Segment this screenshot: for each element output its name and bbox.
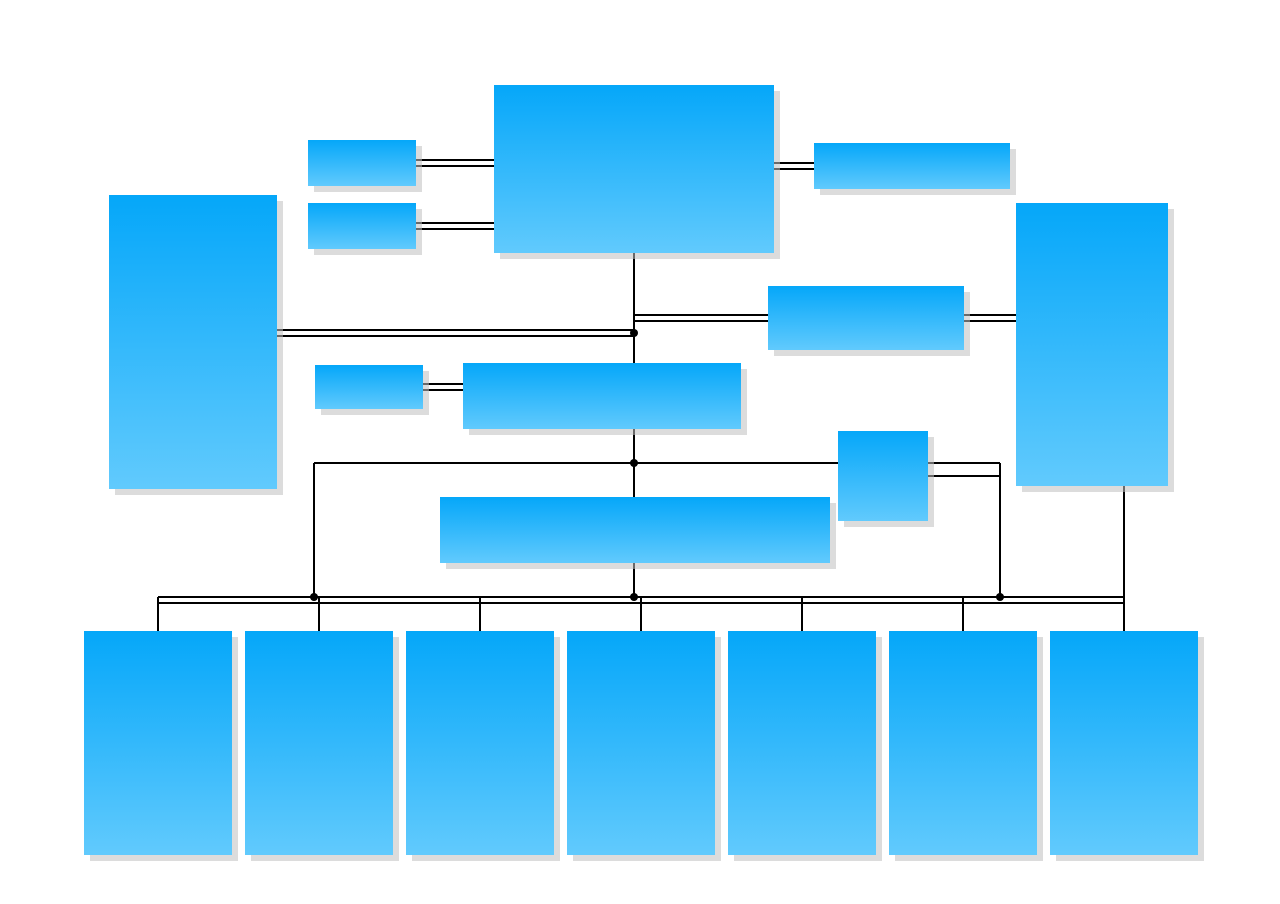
- node-mid_side_r: [768, 286, 964, 350]
- node-leaf_6: [889, 631, 1037, 855]
- node-face: [889, 631, 1037, 855]
- node-face: [728, 631, 876, 855]
- node-top_right: [814, 143, 1010, 189]
- node-face: [308, 140, 416, 186]
- node-leaf_3: [406, 631, 554, 855]
- node-face: [109, 195, 277, 489]
- node-top: [494, 85, 774, 253]
- node-mid: [463, 363, 741, 429]
- node-leaf_1: [84, 631, 232, 855]
- node-side_right: [1016, 203, 1168, 486]
- node-leaf_2: [245, 631, 393, 855]
- node-top_small_b: [308, 203, 416, 249]
- node-side_left: [109, 195, 277, 489]
- node-face: [315, 365, 423, 409]
- node-leaf_5: [728, 631, 876, 855]
- node-leaf_7: [1050, 631, 1198, 855]
- node-face: [1016, 203, 1168, 486]
- node-face: [308, 203, 416, 249]
- node-mid2: [440, 497, 830, 563]
- node-face: [838, 431, 928, 521]
- node-face: [84, 631, 232, 855]
- node-mid_small: [315, 365, 423, 409]
- node-face: [567, 631, 715, 855]
- node-face: [768, 286, 964, 350]
- node-face: [494, 85, 774, 253]
- node-face: [1050, 631, 1198, 855]
- org-chart-diagram: [0, 0, 1280, 904]
- node-mid2_sq: [838, 431, 928, 521]
- node-face: [245, 631, 393, 855]
- node-face: [440, 497, 830, 563]
- node-top_small_a: [308, 140, 416, 186]
- node-leaf_4: [567, 631, 715, 855]
- node-face: [463, 363, 741, 429]
- node-face: [406, 631, 554, 855]
- node-face: [814, 143, 1010, 189]
